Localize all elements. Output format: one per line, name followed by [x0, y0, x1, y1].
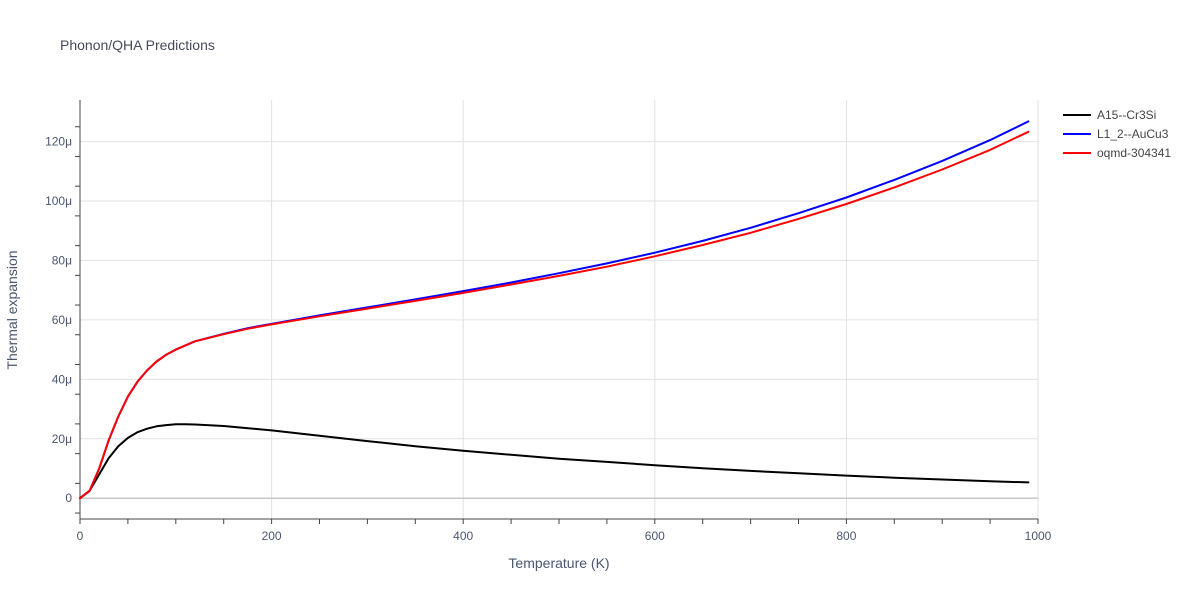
chart-title: Phonon/QHA Predictions [60, 37, 215, 53]
legend-label: oqmd-304341 [1097, 146, 1171, 160]
x-tick-label: 400 [453, 529, 473, 543]
y-tick-label: 100μ [45, 194, 72, 208]
y-tick-label: 120μ [45, 135, 72, 149]
grid-layer [80, 100, 1039, 519]
axis-layer: 0 200 400 600 800 1000 0 20μ 40μ 60μ 80μ 100μ 120μ [45, 100, 1052, 543]
legend-item[interactable]: oqmd-304341 [1063, 146, 1171, 160]
y-tick-label: 60μ [52, 313, 72, 327]
x-axis-title: Temperature (K) [508, 555, 609, 571]
legend[interactable]: A15--Cr3Si L1_2--AuCu3 oqmd-304341 [1063, 108, 1171, 160]
series-line-a15-cr3si [79, 423, 1030, 500]
x-tick-label: 0 [77, 529, 84, 543]
series-line-oqmd-304341 [79, 130, 1030, 500]
y-axis-title: Thermal expansion [4, 250, 20, 369]
legend-label: A15--Cr3Si [1097, 108, 1156, 122]
y-tick-label: 40μ [52, 372, 72, 386]
legend-label: L1_2--AuCu3 [1097, 127, 1169, 141]
legend-item[interactable]: L1_2--AuCu3 [1063, 127, 1169, 141]
x-tick-label: 1000 [1025, 529, 1052, 543]
x-tick-label: 800 [836, 529, 856, 543]
y-tick-label: 80μ [52, 253, 72, 267]
series-layer [79, 120, 1030, 500]
y-tick-label: 20μ [52, 432, 72, 446]
x-tick-label: 200 [262, 529, 282, 543]
x-tick-label: 600 [645, 529, 665, 543]
y-tick-label: 0 [65, 491, 72, 505]
legend-item[interactable]: A15--Cr3Si [1063, 108, 1156, 122]
